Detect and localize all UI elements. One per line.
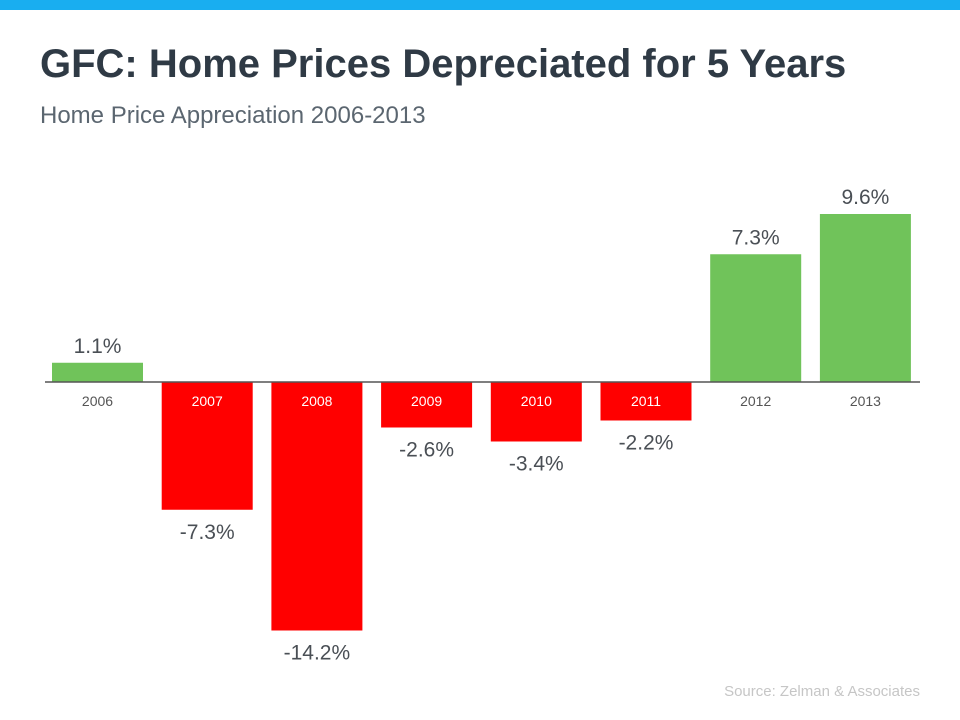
data-label: 1.1%	[74, 335, 122, 358]
bar	[710, 254, 802, 382]
x-tick-label: 2006	[82, 393, 113, 409]
data-label: -2.6%	[399, 439, 454, 462]
data-label: -14.2%	[284, 642, 351, 665]
data-label: -2.2%	[619, 432, 674, 455]
x-tick-label: 2011	[631, 393, 661, 409]
data-label: 9.6%	[841, 186, 889, 209]
bar	[161, 382, 253, 510]
page-title: GFC: Home Prices Depreciated for 5 Years	[40, 42, 847, 86]
data-label: 7.3%	[732, 226, 780, 249]
x-tick-label: 2008	[301, 393, 332, 409]
top-accent-bar	[0, 0, 960, 10]
chart-subtitle: Home Price Appreciation 2006-2013	[40, 102, 426, 129]
bar	[381, 382, 473, 428]
data-label: -7.3%	[180, 521, 235, 544]
bar	[271, 382, 363, 631]
x-tick-label: 2013	[850, 393, 881, 409]
x-tick-label: 2010	[521, 393, 552, 409]
x-tick-label: 2012	[740, 393, 771, 409]
x-tick-label: 2007	[192, 393, 223, 409]
data-label: -3.4%	[509, 453, 564, 476]
bar	[600, 382, 692, 421]
bar	[52, 362, 143, 382]
bar	[490, 382, 582, 442]
source-note: Source: Zelman & Associates	[724, 683, 920, 700]
bar	[819, 214, 911, 382]
x-tick-label: 2009	[411, 393, 442, 409]
